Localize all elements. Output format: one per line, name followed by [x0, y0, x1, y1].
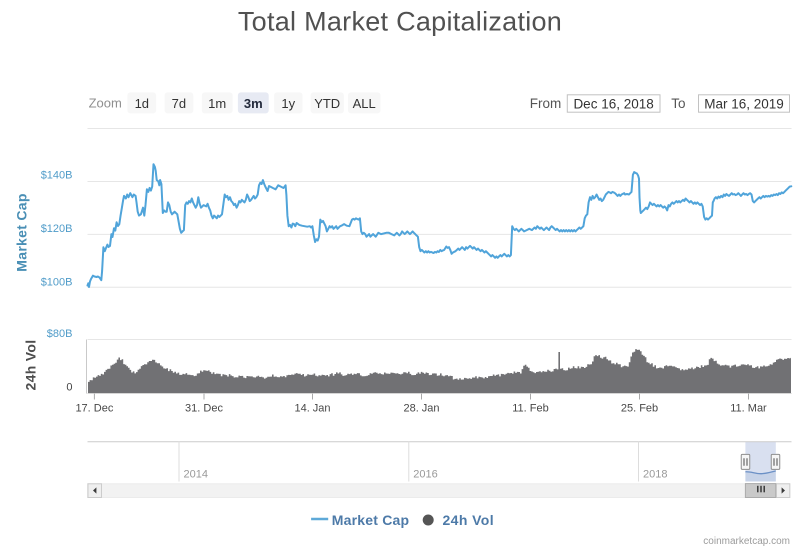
svg-text:2018: 2018 — [643, 469, 667, 481]
svg-text:$80B: $80B — [47, 328, 73, 340]
svg-text:28. Jan: 28. Jan — [403, 402, 439, 414]
svg-text:Market Cap: Market Cap — [14, 193, 30, 271]
svg-text:ALL: ALL — [353, 96, 376, 111]
svg-text:coinmarketcap.com: coinmarketcap.com — [703, 536, 790, 547]
svg-text:Total Market Capitalization: Total Market Capitalization — [238, 7, 562, 37]
svg-text:14. Jan: 14. Jan — [294, 402, 330, 414]
svg-text:17. Dec: 17. Dec — [75, 402, 113, 414]
svg-text:$120B: $120B — [41, 223, 73, 235]
svg-text:3m: 3m — [244, 96, 263, 111]
svg-text:11. Feb: 11. Feb — [512, 402, 549, 414]
svg-text:2016: 2016 — [413, 469, 437, 481]
svg-text:31. Dec: 31. Dec — [185, 402, 223, 414]
svg-text:Market Cap: Market Cap — [332, 512, 409, 528]
svg-text:From: From — [530, 96, 562, 111]
svg-text:24h Vol: 24h Vol — [443, 512, 495, 528]
svg-text:24h Vol: 24h Vol — [23, 340, 39, 391]
svg-text:25. Feb: 25. Feb — [621, 402, 658, 414]
svg-text:11. Mar: 11. Mar — [730, 402, 767, 414]
svg-text:YTD: YTD — [314, 96, 340, 111]
svg-text:To: To — [671, 96, 685, 111]
svg-text:Dec 16, 2018: Dec 16, 2018 — [573, 96, 653, 111]
svg-text:Zoom: Zoom — [89, 96, 122, 111]
svg-text:1m: 1m — [208, 96, 226, 111]
svg-text:2014: 2014 — [184, 469, 208, 481]
svg-text:7d: 7d — [172, 96, 186, 111]
svg-text:$100B: $100B — [41, 276, 73, 288]
svg-text:0: 0 — [66, 382, 72, 394]
svg-text:1d: 1d — [135, 96, 149, 111]
svg-text:Mar 16, 2019: Mar 16, 2019 — [704, 96, 784, 111]
svg-text:$140B: $140B — [41, 170, 73, 182]
svg-text:1y: 1y — [281, 96, 295, 111]
